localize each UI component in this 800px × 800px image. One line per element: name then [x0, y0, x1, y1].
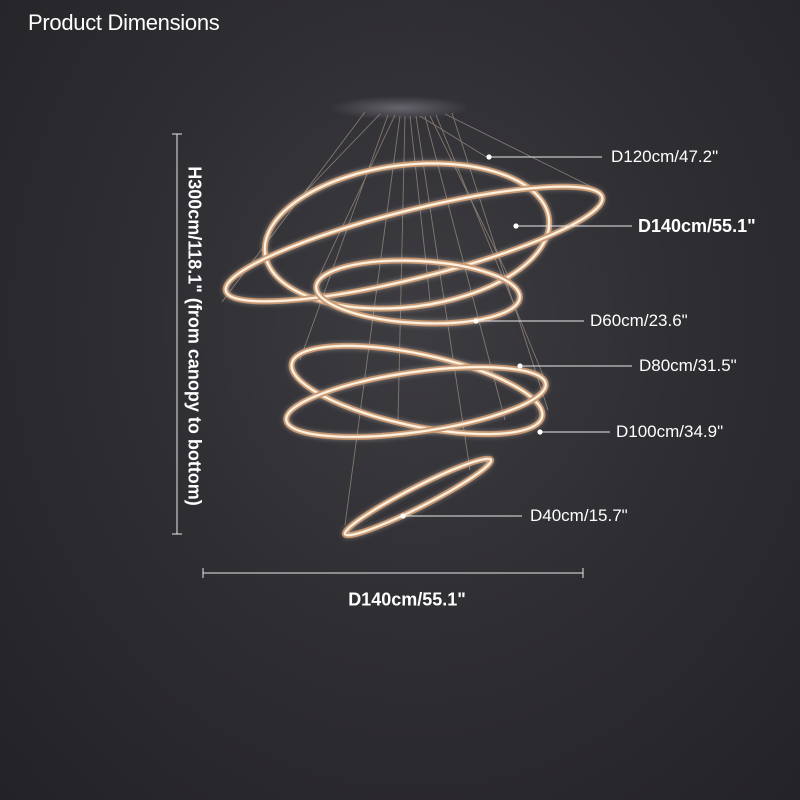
ring-d100: [283, 364, 549, 440]
ring-d80: [288, 342, 546, 438]
suspension-wires: [221, 111, 599, 526]
ring-label-d140: D140cm/55.1": [638, 216, 756, 236]
width-dimension-line: [202, 568, 584, 578]
page-title: Product Dimensions: [28, 10, 220, 35]
ring-label-d120: D120cm/47.2": [611, 147, 719, 166]
leader-dots: [400, 154, 543, 519]
ring-label-d100: D100cm/34.9": [616, 422, 724, 441]
canopy: [330, 96, 470, 120]
ring-d40: [341, 455, 495, 539]
ring-label-d60: D60cm/23.6": [590, 311, 688, 330]
dimension-leaders: [403, 156, 632, 517]
ring-d120: [261, 160, 553, 312]
ring-label-d80: D80cm/31.5": [639, 356, 737, 375]
height-label: H300cm/118.1" (from canopy to bottom): [184, 166, 205, 506]
width-label: D140cm/55.1": [348, 589, 466, 610]
ring-label-d40: D40cm/15.7": [530, 506, 628, 525]
height-dimension-line: [172, 133, 182, 535]
ring-d60: [313, 257, 523, 327]
ring-d140: [222, 183, 606, 305]
